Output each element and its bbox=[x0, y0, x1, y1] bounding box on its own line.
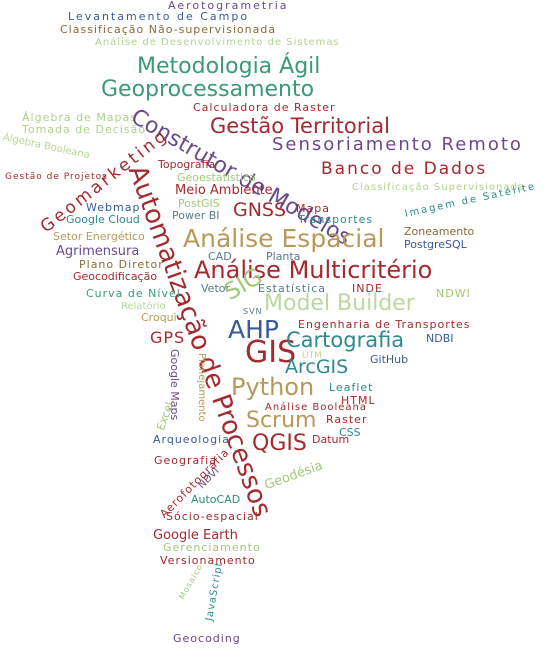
word-inde: INDE bbox=[352, 282, 383, 295]
word-utm: UTM bbox=[302, 351, 322, 361]
word-transportes: Transportes bbox=[298, 213, 374, 226]
word-webmap: Webmap bbox=[86, 201, 141, 214]
word-google-cloud: Google Cloud bbox=[66, 213, 140, 226]
word-postgis: PostGIS bbox=[178, 197, 220, 210]
word-planejamento: Planejamento bbox=[196, 353, 207, 422]
word-mapa: Mapa bbox=[296, 202, 330, 215]
word-arqueologia: Arqueologia bbox=[153, 433, 230, 446]
word-meio-ambiente: Meio Ambiente bbox=[175, 183, 273, 198]
word-agrimensura: Agrimensura bbox=[56, 244, 140, 259]
word-javascript: JavaScript bbox=[204, 560, 226, 622]
word-curva-de-nivel: Curva de Nível bbox=[86, 287, 181, 300]
word-algebra-de-mapas: Álgebra de Mapas bbox=[22, 111, 138, 124]
word-postgresql: PostgreSQL bbox=[404, 238, 467, 251]
word-estatistica: Estatística bbox=[258, 282, 326, 295]
word-algebra-booleana: Álgebra Booleana bbox=[1, 132, 91, 162]
word-geocodificacao: Geocodificação bbox=[73, 270, 158, 283]
word-zoneamento: Zoneamento bbox=[404, 225, 475, 238]
word-raster: Raster bbox=[326, 413, 368, 426]
word-ahp: AHP bbox=[228, 315, 279, 344]
word-autocad: AutoCAD bbox=[191, 493, 241, 506]
word-leaflet: Leaflet bbox=[329, 381, 374, 394]
word-classificacao-supervisionada: Classificação Supervisionada bbox=[352, 182, 525, 193]
word-metodologia-agil: Metodologia Ágil bbox=[137, 54, 321, 79]
word-geoestatistica: Geoestatística bbox=[177, 171, 256, 184]
word-gerenciamento: Gerenciamento bbox=[163, 541, 261, 554]
word-vetor: Vetor bbox=[201, 282, 231, 295]
word-gps: GPS bbox=[150, 328, 186, 347]
word-analise-espacial: Análise Espacial bbox=[183, 224, 385, 253]
word-svn: SVN bbox=[243, 307, 263, 316]
word-gnss: GNSS bbox=[233, 199, 287, 221]
word-socio-espacial: Sócio-espacial bbox=[166, 510, 259, 523]
word-cartografia: Cartografia bbox=[286, 328, 405, 352]
word-mosaico: Mosaico bbox=[177, 562, 205, 601]
word-scrum: Scrum bbox=[246, 408, 317, 433]
word-ndbi: NDBI bbox=[426, 332, 454, 345]
word-sensoriamento-remoto: Sensoriamento Remoto bbox=[272, 134, 523, 155]
word-geografia: Geografia bbox=[154, 454, 217, 467]
word-python: Python bbox=[231, 373, 315, 401]
word-html: HTML bbox=[341, 394, 376, 407]
word-ndwi: NDWI bbox=[436, 287, 471, 300]
word-relatorio: Relatório bbox=[121, 301, 166, 312]
word-model-builder: Model Builder bbox=[264, 291, 415, 316]
word-css: CSS bbox=[339, 426, 361, 439]
word-geodesia: Geodésia bbox=[262, 458, 325, 494]
word-engenharia-de-transportes: Engenharia de Transportes bbox=[298, 318, 471, 331]
word-geoprocessamento: Geoprocessamento bbox=[101, 77, 315, 102]
word-qgis: QGIS bbox=[252, 431, 307, 456]
word-banco-de-dados: Banco de Dados bbox=[321, 159, 488, 179]
word-cad: CAD bbox=[208, 250, 232, 263]
word-analise-booleana: Análise Booleana bbox=[265, 402, 368, 413]
word-aerotogrametria: Aerotogrametria bbox=[168, 0, 289, 12]
word-power-bi: Power BI bbox=[172, 209, 220, 222]
word-planta: Planta bbox=[266, 250, 301, 263]
word-gestao-territorial: Gestão Territorial bbox=[210, 114, 390, 138]
word-github: GitHub bbox=[370, 353, 409, 366]
word-versionamento: Versionamento bbox=[160, 554, 256, 567]
word-calculadora-de-raster: Calculadora de Raster bbox=[193, 101, 336, 114]
word-levantamento-de-campo: Levantamento de Campo bbox=[68, 10, 250, 23]
word-plano-diretor: Plano Diretor bbox=[79, 258, 164, 271]
word-arcgis: ArcGIS bbox=[285, 356, 349, 378]
word-datum: Datum bbox=[312, 433, 350, 446]
word-setor-energetico: Setor Energético bbox=[53, 230, 145, 243]
word-classificacao-nao-supervisionada: Classificação Não-supervisionada bbox=[60, 23, 277, 36]
word-croqui: Croqui bbox=[141, 311, 177, 324]
word-google-earth: Google Earth bbox=[153, 528, 238, 543]
word-tomada-de-decisao: Tomada de Decisão bbox=[22, 123, 147, 136]
word-topografia: Topografia bbox=[158, 158, 216, 171]
word-analise-desenvolvimento-sistemas: Análise de Desenvolvimento de Sistemas bbox=[95, 37, 340, 48]
word-analise-multicriterio: Análise Multicritério bbox=[194, 256, 433, 284]
word-gestao-de-projetos: Gestão de Projetos bbox=[5, 172, 108, 182]
word-gis: GIS bbox=[245, 335, 297, 370]
word-geocoding: Geocoding bbox=[173, 632, 241, 645]
